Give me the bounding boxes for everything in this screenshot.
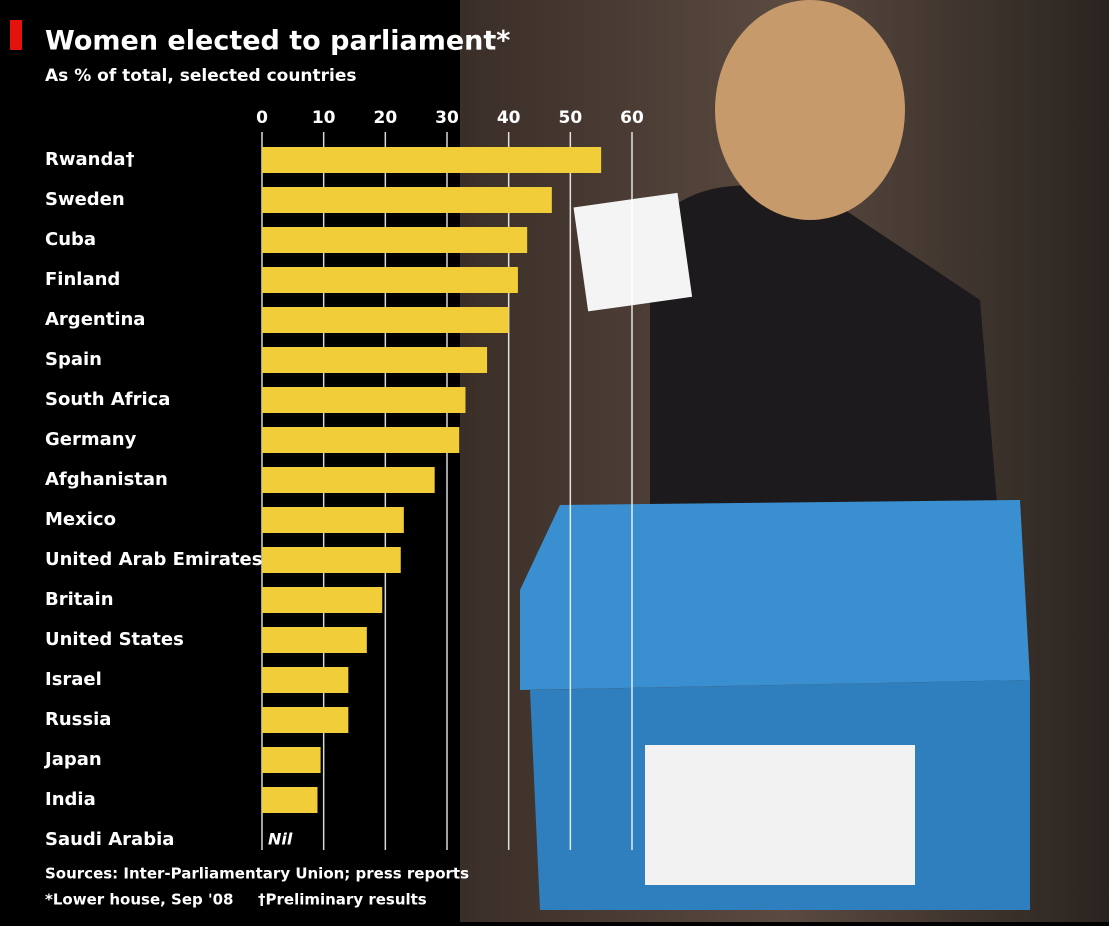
- bar: [262, 587, 383, 613]
- y-tick-label: South Africa: [45, 389, 170, 410]
- y-tick-label: United States: [45, 629, 184, 650]
- y-tick-label: Spain: [45, 349, 102, 370]
- y-tick-label: Rwanda†: [45, 149, 134, 170]
- x-tick-label: 60: [620, 108, 644, 128]
- y-tick-label: Russia: [45, 709, 111, 730]
- note: †Preliminary results: [258, 891, 427, 909]
- y-tick-label: Sweden: [45, 189, 125, 210]
- y-tick-label: Israel: [45, 669, 102, 690]
- y-tick-label: Japan: [43, 749, 102, 770]
- photo-label: [645, 745, 915, 885]
- x-tick-label: 0: [256, 108, 268, 128]
- bar: [262, 347, 488, 373]
- y-tick-label: Cuba: [45, 229, 96, 250]
- x-tick-label: 20: [373, 108, 397, 128]
- bar: [262, 787, 318, 813]
- bar: [262, 467, 435, 493]
- bar: [262, 747, 321, 773]
- chart-title: Women elected to parliament*: [45, 26, 510, 57]
- photo-head: [715, 0, 905, 220]
- x-tick-label: 40: [497, 108, 521, 128]
- y-tick-label: United Arab Emirates: [45, 549, 262, 570]
- x-tick-label: 10: [312, 108, 336, 128]
- bar: [262, 707, 349, 733]
- bar: [262, 267, 518, 293]
- photo-figure: [650, 185, 1000, 541]
- bar: [262, 147, 602, 173]
- x-tick-label: 30: [435, 108, 459, 128]
- value-label: Nil: [268, 830, 293, 849]
- note: *Lower house, Sep '08: [45, 891, 233, 909]
- bar: [262, 427, 460, 453]
- y-tick-label: India: [45, 789, 96, 810]
- bar: [262, 507, 404, 533]
- title-marker: [10, 20, 22, 50]
- source: Sources: Inter-Parliamentary Union; pres…: [45, 865, 469, 883]
- y-tick-label: Finland: [45, 269, 120, 290]
- photo-box-top: [520, 500, 1030, 690]
- bar: [262, 667, 349, 693]
- bar: [262, 187, 552, 213]
- y-tick-label: Britain: [45, 589, 114, 610]
- y-tick-label: Germany: [45, 429, 137, 450]
- y-tick-label: Mexico: [45, 509, 116, 530]
- bar: [262, 387, 466, 413]
- y-tick-label: Saudi Arabia: [45, 829, 174, 850]
- bar: [262, 547, 401, 573]
- bar: [262, 627, 367, 653]
- y-tick-label: Afghanistan: [45, 469, 168, 490]
- photo-envelope: [573, 192, 693, 312]
- bar: [262, 227, 528, 253]
- bar: [262, 307, 509, 333]
- x-tick-label: 50: [558, 108, 582, 128]
- y-tick-label: Argentina: [45, 309, 145, 330]
- chart-subtitle: As % of total, selected countries: [45, 66, 357, 86]
